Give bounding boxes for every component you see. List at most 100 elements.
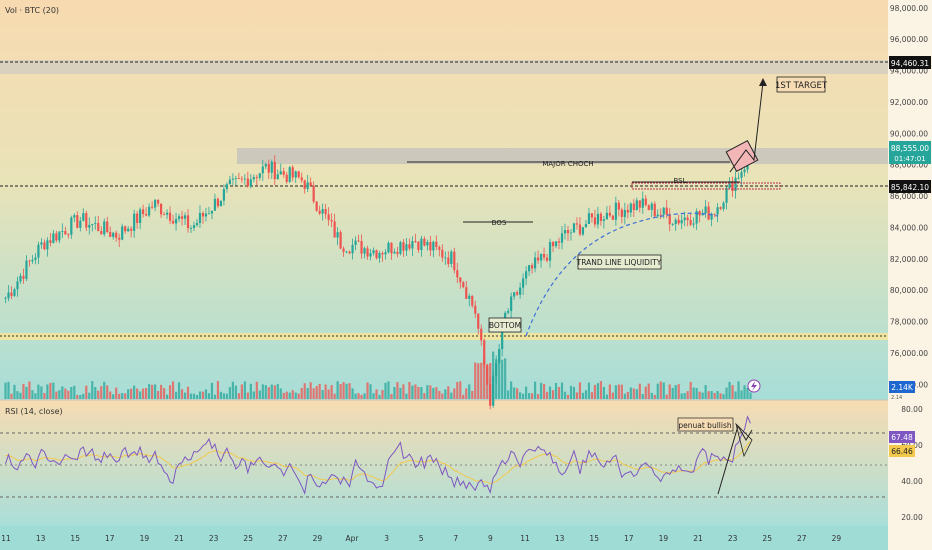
volume-bar xyxy=(246,392,249,399)
volume-bar xyxy=(525,386,528,399)
volume-bar xyxy=(668,384,671,399)
candle-body xyxy=(551,242,555,247)
volume-bar xyxy=(112,394,115,399)
volume-bar xyxy=(384,382,387,399)
candle-body xyxy=(530,265,534,269)
candle-body xyxy=(351,244,354,254)
volume-bar xyxy=(530,393,534,399)
rsi-indicator-label[interactable]: RSI (14, close) xyxy=(5,407,63,416)
candle-body xyxy=(522,278,525,288)
volume-bar xyxy=(61,386,64,399)
volume-bar xyxy=(318,383,321,399)
volume-bar xyxy=(130,388,133,399)
volume-bar xyxy=(159,384,163,399)
candle-body xyxy=(13,289,16,296)
candle-body xyxy=(219,200,223,207)
volume-bar xyxy=(548,386,552,399)
candle-body xyxy=(554,241,558,247)
rsi-triangle xyxy=(735,422,753,458)
candle-body xyxy=(76,215,79,228)
candle-body xyxy=(291,167,294,178)
candle-body xyxy=(477,313,480,329)
time-tick-label: 19 xyxy=(659,534,669,543)
candle-body xyxy=(79,220,82,228)
candle-body xyxy=(354,240,357,245)
candle-body xyxy=(611,215,614,220)
volume-bar xyxy=(647,383,650,399)
candle-body xyxy=(650,203,653,210)
volume-bar xyxy=(4,382,7,399)
volume-bar xyxy=(581,392,585,399)
volume-bar xyxy=(402,384,405,399)
volume-bar xyxy=(674,385,677,399)
trend-label-box xyxy=(577,254,662,270)
candle-body xyxy=(112,232,115,237)
volume-bar xyxy=(306,387,309,399)
price-tick-label: 90,000.00 xyxy=(890,129,928,138)
volume-bar xyxy=(734,391,737,399)
volume-bar xyxy=(372,393,375,399)
candle-body xyxy=(201,212,205,217)
candle-body xyxy=(133,213,136,231)
volume-bar xyxy=(204,389,208,399)
volume-bar xyxy=(689,381,692,399)
candle-body xyxy=(536,257,540,261)
volume-bar xyxy=(659,381,662,399)
candle-body xyxy=(109,232,112,237)
candle-body xyxy=(213,198,217,211)
volume-indicator-label[interactable]: Vol · BTC (20) xyxy=(5,6,59,15)
volume-bar xyxy=(432,387,435,399)
time-tick-label: 17 xyxy=(624,534,634,543)
candle-body xyxy=(186,215,190,229)
candle-body xyxy=(294,171,297,178)
volume-bar xyxy=(282,392,285,399)
volume-bar xyxy=(100,386,103,399)
price-tick-label: 86,000.00 xyxy=(890,192,928,201)
volume-bar xyxy=(37,384,40,399)
candle-body xyxy=(680,220,683,224)
volume-bar xyxy=(644,386,647,399)
volume-bar xyxy=(405,393,408,399)
candle-body xyxy=(306,182,309,189)
candle-body xyxy=(183,215,187,219)
volume-bar xyxy=(165,394,169,399)
candle-body xyxy=(692,223,695,225)
volume-bar xyxy=(719,393,722,399)
volume-bar xyxy=(297,393,300,399)
volume-bar xyxy=(474,362,477,399)
candle-body xyxy=(240,178,243,180)
price-tick-label: 88,000.00 xyxy=(890,161,928,170)
candle-body xyxy=(489,384,492,406)
candle-body xyxy=(584,223,588,228)
candle-body xyxy=(638,200,641,208)
candle-body xyxy=(19,275,22,282)
candle-body xyxy=(25,260,28,279)
volume-bar xyxy=(692,387,695,399)
volume-bar xyxy=(725,387,728,399)
volume-bar xyxy=(411,385,414,399)
volume-bar xyxy=(22,383,25,399)
volume-bar xyxy=(348,383,351,399)
volume-bar xyxy=(453,388,456,399)
level-price-badge-text: 85,842.10 xyxy=(891,183,929,192)
rsi-tick-label: 80.00 xyxy=(901,405,923,414)
volume-bar xyxy=(151,384,154,399)
time-tick-label: 23 xyxy=(728,534,738,543)
candle-body xyxy=(327,214,330,220)
candle-body xyxy=(315,201,318,211)
volume-bar xyxy=(345,383,348,399)
price-tick-label: 78,000.00 xyxy=(890,318,928,327)
candle-body xyxy=(216,198,220,207)
target-label: 1ST TARGET xyxy=(775,81,828,91)
rsi-tick-label: 20.00 xyxy=(901,513,923,522)
volume-bar xyxy=(210,382,214,399)
candle-body xyxy=(100,231,103,235)
candle-body xyxy=(91,223,94,225)
rsi-ma-badge-text: 66.46 xyxy=(891,447,913,456)
last-price-badge xyxy=(889,141,931,164)
candle-body xyxy=(432,241,435,251)
candle-body xyxy=(49,240,52,243)
volume-bar xyxy=(109,391,112,399)
candle-body xyxy=(151,206,154,208)
